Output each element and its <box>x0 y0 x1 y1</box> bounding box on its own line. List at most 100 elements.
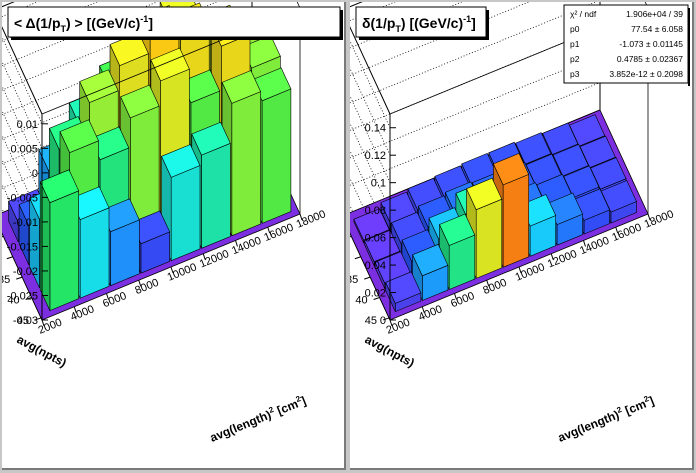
z-tick-label: 0.1 <box>371 178 386 190</box>
bar-front <box>201 142 231 249</box>
y-tick-label: 35 <box>350 274 358 286</box>
z-tick-label: 0.06 <box>365 233 386 245</box>
y-tick <box>373 297 380 301</box>
x-tick <box>73 306 77 313</box>
x-tick <box>454 293 457 300</box>
z-tick-label: 0.14 <box>365 123 386 135</box>
stats-label: p2 <box>570 54 580 64</box>
x-tick-label: 18000 <box>643 208 676 231</box>
y-tick <box>345 235 352 239</box>
title-box: < Δ(1/pT) > [(GeV/c)-1] <box>7 6 343 40</box>
bar-top <box>563 165 600 198</box>
x-tick-label: 2000 <box>385 316 412 336</box>
x-axis-title: avg(length)2 [cm2] <box>556 393 656 445</box>
plot-title: < Δ(1/pT) > [(GeV/c)-1] <box>14 14 153 34</box>
stats-shadow <box>688 8 690 86</box>
x-tick <box>267 227 271 234</box>
x-tick <box>647 213 651 221</box>
stats-frame <box>563 4 689 84</box>
bar-top <box>385 271 422 304</box>
y-tick-label: 45 <box>365 315 377 327</box>
x-tick <box>518 266 522 274</box>
z-tick-label: 0 <box>32 168 38 180</box>
bar-top <box>412 243 449 277</box>
title-shadow <box>340 10 343 40</box>
x-tick-label: 18000 <box>295 208 328 231</box>
stats-value: 3.852e-12 ± 0.2098 <box>609 69 683 79</box>
mean-inverse-pt-lego-plot: 0.01 0.005 0 -0.005 -0.01 -0.015 -0.02 -0.025 -0… <box>0 0 343 445</box>
y-tick <box>25 297 32 301</box>
stats-label: p0 <box>570 24 580 34</box>
bar-top <box>39 169 80 204</box>
z-tick-label: 0.04 <box>365 260 386 272</box>
stats-value: 77.54 ± 6.058 <box>631 24 683 34</box>
x-tick <box>486 280 490 287</box>
stats-label: χ² / ndf <box>570 9 597 19</box>
stats-label: p1 <box>570 39 580 49</box>
bar-front <box>475 198 503 279</box>
x-tick <box>421 306 425 313</box>
y-tick <box>354 256 361 260</box>
bar-top <box>515 132 552 165</box>
z-tick-label: 0 <box>380 315 386 327</box>
x-tick-label: 2000 <box>37 316 64 336</box>
y-tick <box>34 317 42 321</box>
title-box: δ(1/pT) [(GeV/c)-1] <box>355 6 489 40</box>
y-axis-title: avg(npts) <box>363 332 417 370</box>
plot-title: δ(1/pT) [(GeV/c)-1] <box>362 14 476 34</box>
x-tick <box>41 319 45 327</box>
bar-top <box>59 119 99 153</box>
bar-top <box>542 122 579 155</box>
bar-front <box>49 190 79 312</box>
left-plot-pad: 0.01 0.005 0 -0.005 -0.01 -0.015 -0.02 -0.025 -0… <box>0 0 346 470</box>
x-tick <box>583 240 586 247</box>
y-tick-label: 35 <box>2 274 10 286</box>
x-axis-title: avg(length)2 [cm2] <box>208 393 308 445</box>
bar-top <box>552 144 589 177</box>
bar-top <box>466 177 503 211</box>
z-tick-label: -0.015 <box>7 241 38 253</box>
bar-top <box>492 153 530 186</box>
z-tick-label: -0.01 <box>13 217 38 229</box>
bar-front <box>261 88 292 224</box>
z-tick-label: -0.03 <box>13 315 38 327</box>
z-tick-label: 0.01 <box>17 119 38 131</box>
bar-top <box>353 208 390 241</box>
right-plot-pad: 0 0.02 0.04 0.06 0.08 0.1 0.12 0.14 2000 4000 6000… <box>318 0 694 470</box>
title-shadow <box>359 37 489 40</box>
z-tick-label: 0.08 <box>365 205 386 217</box>
bar-top <box>579 135 616 169</box>
stats-box: χ² / ndf 1.906e+04 / 39 p0 77.54 ± 6.058 p1 -… <box>563 4 690 86</box>
x-tick <box>550 253 554 260</box>
y-tick <box>364 276 371 280</box>
y-tick-label: 40 <box>7 295 19 307</box>
bar-front <box>502 173 529 268</box>
x-tick <box>235 240 238 247</box>
bar-top <box>120 84 160 119</box>
y-tick-label: 45 <box>17 315 29 327</box>
x-tick <box>170 266 174 274</box>
stats-label: p3 <box>570 69 580 79</box>
z-tick-label: 0.005 <box>10 143 38 155</box>
bar-top <box>191 121 231 156</box>
y-tick <box>16 276 23 280</box>
x-tick <box>106 293 109 300</box>
z-tick-label: 0.02 <box>365 288 386 300</box>
title-shadow <box>486 10 489 40</box>
stats-value: 1.906e+04 / 39 <box>626 9 683 19</box>
z-tick-label: -0.025 <box>7 290 38 302</box>
bar-top <box>439 213 476 246</box>
bar-front <box>231 91 261 237</box>
x-tick <box>138 280 142 287</box>
bar-top <box>150 47 190 82</box>
bar-front <box>79 207 110 299</box>
bar-top <box>221 70 262 104</box>
title-shadow <box>11 37 343 40</box>
bar-front <box>170 165 201 262</box>
x-tick <box>202 253 206 260</box>
y-axis-title: avg(npts) <box>15 332 69 370</box>
x-tick <box>389 319 393 327</box>
z-tick-label: 0.12 <box>365 150 386 162</box>
x-tick <box>615 227 619 234</box>
